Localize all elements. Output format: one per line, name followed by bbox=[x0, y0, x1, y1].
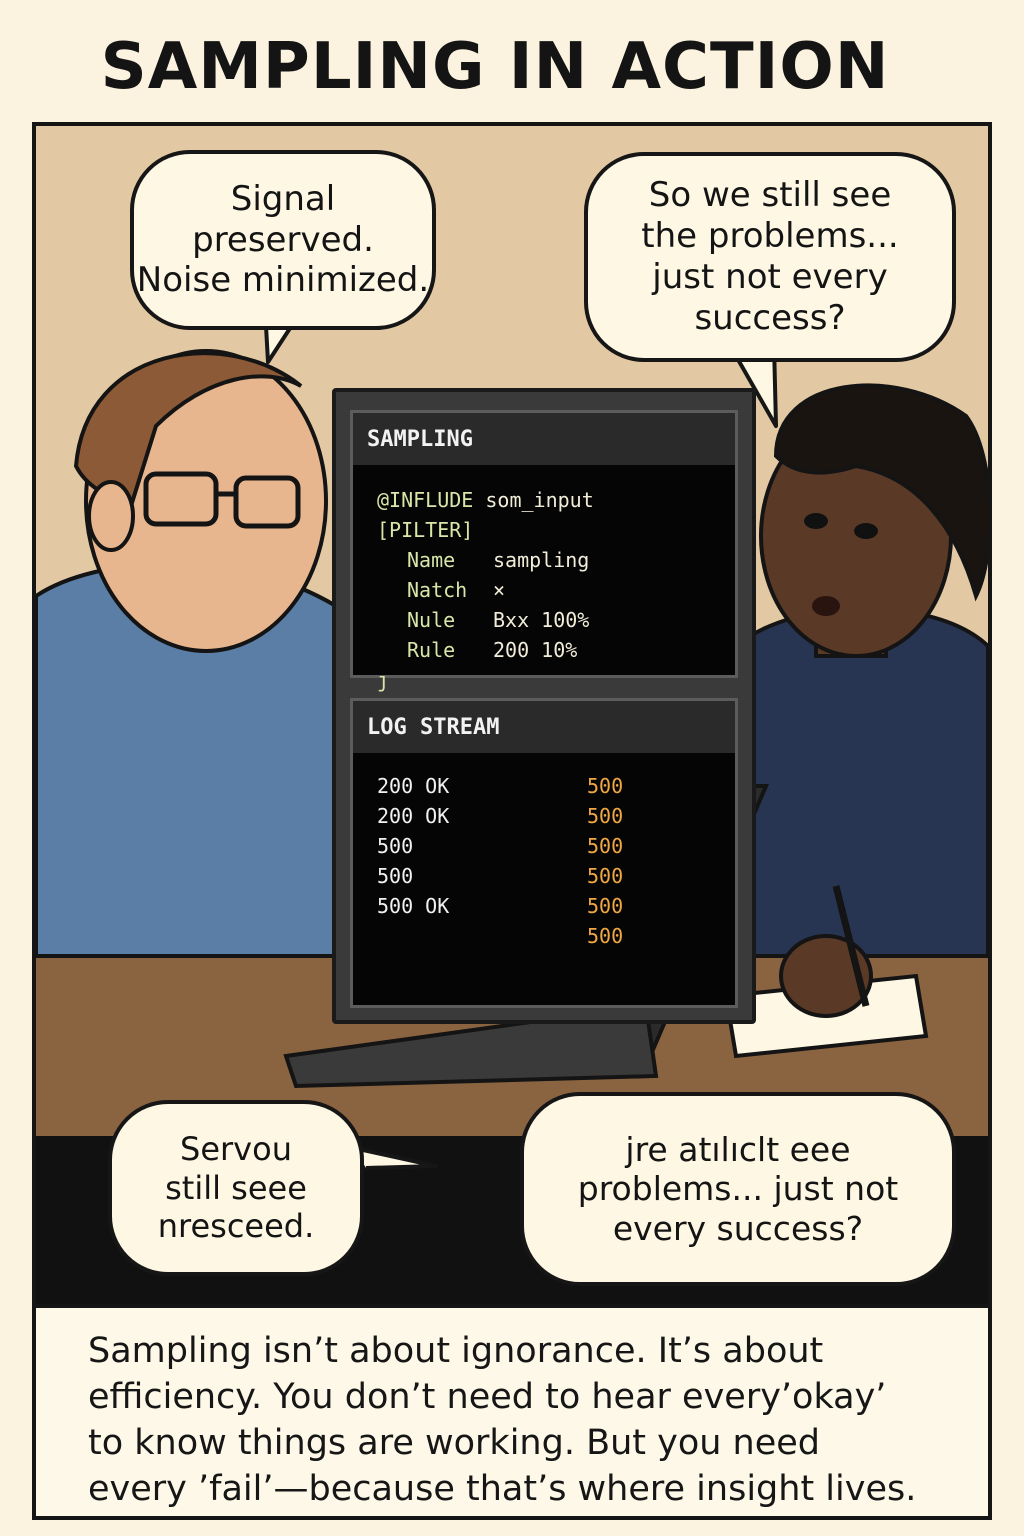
speech-bubble-woman-bottom: jre atılıclt eee problems... just not ev… bbox=[520, 1092, 956, 1286]
config-line: Name sampling bbox=[407, 548, 590, 572]
config-window-header: SAMPLING bbox=[353, 413, 735, 465]
log-entry: 500 bbox=[377, 834, 414, 858]
comic-title: SAMPLING IN ACTION bbox=[100, 30, 890, 104]
log-entry: 200 OK bbox=[377, 804, 450, 828]
speech-text-man-bottom: Servou still seee nresceed. bbox=[157, 1130, 315, 1246]
log-entry-error: 500 bbox=[587, 924, 624, 948]
config-line: Natch × bbox=[407, 578, 506, 602]
log-stream-window: LOG STREAM 200 OK 200 OK 500 500 500 OK … bbox=[350, 698, 738, 1008]
speech-bubble-man-bottom: Servou still seee nresceed. bbox=[108, 1100, 364, 1276]
config-code: @INFLUDE som_input [PILTER] Name sampling… bbox=[353, 465, 735, 695]
config-line: Rule 200 10% bbox=[407, 638, 578, 662]
speech-bubble-woman-top: So we still see the problems... just not… bbox=[584, 152, 956, 362]
config-line: ȷ bbox=[377, 668, 390, 692]
speech-text-woman-top: So we still see the problems... just not… bbox=[641, 175, 899, 338]
speech-bubble-man-top: Signal preserved. Noise minimized. bbox=[130, 150, 436, 330]
log-left-column: 200 OK 200 OK 500 500 500 OK bbox=[377, 771, 449, 921]
log-stream-header: LOG STREAM bbox=[353, 701, 735, 753]
monitor: SAMPLING @INFLUDE som_input [PILTER] Nam… bbox=[332, 388, 756, 1024]
log-entry: 500 OK bbox=[377, 894, 450, 918]
log-entry-error: 500 bbox=[587, 834, 624, 858]
log-entry: 200 OK bbox=[377, 774, 450, 798]
config-line: Nule Bxx 100% bbox=[407, 608, 590, 632]
speech-text-man-top: Signal preserved. Noise minimized. bbox=[136, 178, 430, 301]
log-entry: 500 bbox=[377, 864, 414, 888]
caption-box: Sampling isn’t about ignorance. It’s abo… bbox=[36, 1304, 988, 1516]
config-window: SAMPLING @INFLUDE som_input [PILTER] Nam… bbox=[350, 410, 738, 692]
comic-panel: Signal preserved. Noise minimized. So we… bbox=[32, 122, 992, 1520]
config-line: @INFLUDE som_input bbox=[377, 488, 594, 512]
log-right-column: 500 500 500 500 500 500 bbox=[587, 771, 623, 951]
speech-text-woman-bottom: jre atılıclt eee problems... just not ev… bbox=[577, 1129, 899, 1248]
woman-figure bbox=[723, 383, 988, 1059]
config-line: [PILTER] bbox=[377, 518, 474, 542]
log-entry-error: 500 bbox=[587, 804, 624, 828]
log-entry-error: 500 bbox=[587, 864, 624, 888]
log-entry-error: 500 bbox=[587, 894, 624, 918]
log-entry-error: 500 bbox=[587, 774, 624, 798]
